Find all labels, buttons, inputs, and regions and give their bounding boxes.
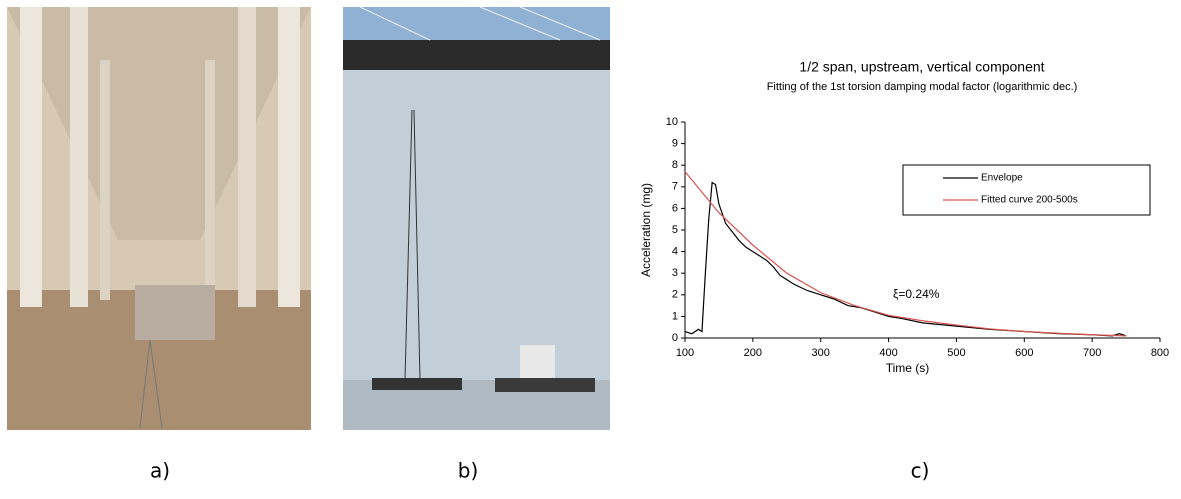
- y-tick-label: 4: [672, 246, 678, 258]
- y-tick-label: 10: [666, 116, 678, 128]
- y-tick-label: 9: [672, 138, 678, 150]
- x-tick-label: 700: [1083, 347, 1101, 359]
- x-axis-label: Time (s): [886, 361, 930, 375]
- photo-a: [7, 7, 311, 430]
- photo-b: [343, 7, 610, 430]
- chart-title: 1/2 span, upstream, vertical component: [799, 59, 1044, 75]
- y-tick-label: 0: [672, 332, 678, 344]
- x-tick-label: 500: [947, 347, 965, 359]
- y-tick-label: 8: [672, 159, 678, 171]
- y-tick-label: 6: [672, 202, 678, 214]
- legend-label: Envelope: [981, 173, 1023, 184]
- y-tick-label: 7: [672, 181, 678, 193]
- x-tick-label: 400: [879, 347, 897, 359]
- x-tick-label: 600: [1015, 347, 1033, 359]
- y-tick-label: 1: [672, 310, 678, 322]
- x-tick-label: 300: [812, 347, 830, 359]
- x-tick-label: 100: [676, 347, 694, 359]
- y-tick-label: 5: [672, 224, 678, 236]
- x-tick-label: 200: [744, 347, 762, 359]
- y-axis-label: Acceleration (mg): [639, 183, 653, 277]
- caption: c): [911, 459, 930, 483]
- y-tick-label: 2: [672, 289, 678, 301]
- legend-label: Fitted curve 200-500s: [981, 195, 1078, 206]
- chart-subtitle: Fitting of the 1st torsion damping modal…: [767, 81, 1078, 93]
- y-tick-label: 3: [672, 267, 678, 279]
- annotation: ξ=0.24%: [893, 287, 940, 301]
- caption: a): [150, 459, 170, 483]
- figure: a) b) c) 1/2 span, upstream, vertical compo…: [0, 0, 1181, 499]
- x-tick-label: 800: [1151, 347, 1169, 359]
- legend-box: [903, 165, 1150, 215]
- caption: b): [458, 459, 479, 483]
